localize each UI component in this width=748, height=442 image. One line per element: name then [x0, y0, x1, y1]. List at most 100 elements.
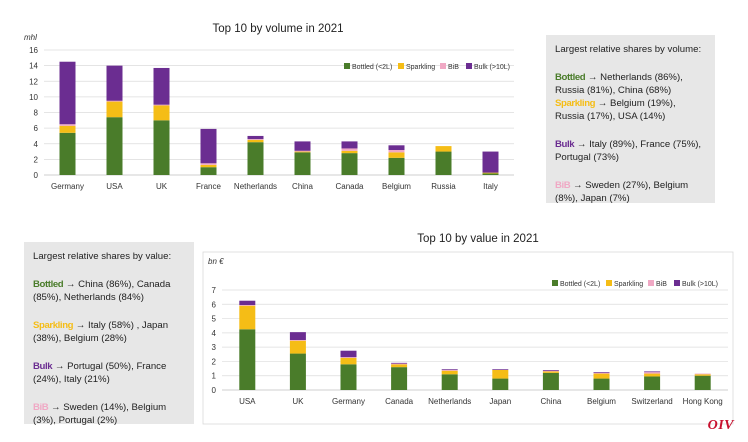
volume-shares-panel: Largest relative shares by volume: Bottl…	[546, 35, 715, 205]
x-tick-label: Canada	[385, 397, 414, 406]
bar-segment-bulk	[239, 300, 256, 305]
bar-segment-bottled	[441, 374, 458, 390]
bar-segment-bottled	[492, 378, 509, 390]
legend-label-bulk: Bulk (>10L)	[474, 64, 510, 71]
bar-segment-bulk	[492, 369, 509, 370]
x-tick-label: Japan	[489, 397, 511, 406]
x-tick-label: UK	[292, 397, 304, 406]
value-share-bottled: Bottled → China (86%), Canada (85%), Net…	[33, 278, 185, 304]
x-tick-label: Hong Kong	[683, 397, 723, 406]
value-chart-title: Top 10 by value in 2021	[417, 233, 538, 245]
bar-segment-bib	[247, 139, 264, 140]
x-tick-label: Switzerland	[631, 397, 672, 406]
value-chart-frame	[202, 251, 734, 425]
y-tick-label: 16	[29, 46, 38, 55]
volume-share-bulk: Bulk → Italy (89%), France (75%), Portug…	[555, 138, 706, 164]
bar-segment-bulk	[59, 61, 76, 125]
legend-swatch-bottled	[344, 63, 350, 69]
value-chart-ylabel: bn €	[208, 257, 224, 266]
value-share-key: BiB	[33, 402, 49, 413]
volume-chart-title: Top 10 by volume in 2021	[212, 23, 343, 35]
bar-segment-bib	[153, 104, 170, 106]
value-shares-title: Largest relative shares by value:	[33, 251, 172, 262]
volume-share-text: → Netherlands (86%), Russia (81%), China…	[555, 72, 683, 96]
x-tick-label: USA	[239, 397, 256, 406]
legend-swatch-bottled	[552, 280, 558, 286]
x-tick-label: Belgium	[382, 182, 411, 191]
bar-segment-bottled	[200, 167, 217, 175]
bar-segment-bottled	[435, 151, 452, 175]
bar-segment-bulk	[200, 128, 217, 164]
value-share-key: Bulk	[33, 361, 53, 372]
bar-segment-bulk	[391, 362, 408, 364]
legend-swatch-sparkling	[398, 63, 404, 69]
volume-share-bib: BiB → Sweden (27%), Belgium (8%), Japan …	[555, 179, 706, 205]
bar-segment-sparkling	[247, 139, 264, 143]
legend-label-bib: BiB	[448, 64, 459, 71]
bar-segment-bulk	[593, 372, 610, 373]
volume-chart-ylabel: mhl	[24, 33, 37, 42]
bar-segment-bulk	[153, 67, 170, 105]
legend-swatch-bulk	[674, 280, 680, 286]
x-tick-label: USA	[106, 182, 123, 191]
x-tick-label: Canada	[335, 182, 364, 191]
value-chart: Top 10 by value in 2021 bn € 0 1 2 3 4 5 6 7 US…	[202, 233, 734, 425]
x-tick-label: China	[540, 397, 561, 406]
y-tick-label: 5	[212, 315, 217, 324]
x-tick-label: China	[292, 182, 313, 191]
bar-segment-sparkling	[391, 364, 408, 368]
bar-segment-bottled	[294, 152, 311, 175]
volume-chart: Top 10 by volume in 2021 mhl 0 2 4 6 8 10 12 14…	[24, 23, 514, 191]
bar-segment-bottled	[644, 376, 661, 390]
bar-segment-sparkling	[593, 373, 610, 379]
bar-segment-bottled	[153, 120, 170, 175]
y-tick-label: 14	[29, 62, 38, 71]
bar-segment-sparkling	[200, 164, 217, 168]
bar-segment-bib	[289, 340, 306, 341]
bar-segment-sparkling	[106, 101, 123, 118]
x-tick-label: Russia	[431, 182, 456, 191]
bar-segment-bottled	[289, 353, 306, 390]
bar-segment-bib	[341, 148, 358, 151]
legend-label-bottled: Bottled (<2L)	[352, 64, 392, 71]
x-tick-label: UK	[156, 182, 168, 191]
bar-segment-bulk	[294, 141, 311, 151]
bar-segment-bulk	[644, 371, 661, 373]
y-tick-label: 1	[212, 372, 217, 381]
volume-share-key: Bulk	[555, 139, 575, 150]
y-tick-label: 4	[34, 140, 39, 149]
bar-segment-bib	[239, 305, 256, 306]
bar-segment-sparkling	[492, 370, 509, 379]
x-tick-label: Italy	[483, 182, 498, 191]
volume-chart-bars	[59, 61, 499, 175]
bar-segment-bottled	[239, 329, 256, 390]
legend-swatch-bib	[648, 280, 654, 286]
legend-label-bottled: Bottled (<2L)	[560, 281, 600, 288]
bar-segment-sparkling	[239, 305, 256, 330]
y-tick-label: 0	[34, 171, 39, 180]
bar-segment-bib	[200, 163, 217, 165]
volume-share-text: → Sweden (27%), Belgium (8%), Japan (7%)	[555, 180, 689, 204]
x-tick-label: Germany	[332, 397, 365, 406]
value-share-bib: BiB → Sweden (14%), Belgium (3%), Portug…	[33, 401, 185, 427]
value-chart-grid: 0 1 2 3 4 5 6 7	[212, 286, 728, 395]
bar-segment-bottled	[542, 372, 559, 390]
bar-segment-sparkling	[59, 125, 76, 133]
bar-segment-bib	[593, 372, 610, 374]
legend-swatch-bib	[440, 63, 446, 69]
oiv-logo: OIV	[707, 418, 734, 433]
y-tick-label: 6	[212, 300, 217, 309]
bar-segment-sparkling	[388, 152, 405, 158]
legend-label-bulk: Bulk (>10L)	[682, 281, 718, 288]
x-tick-label: Netherlands	[428, 397, 471, 406]
bar-segment-sparkling	[340, 357, 357, 365]
value-share-text: → China (86%), Canada (85%), Netherlands…	[33, 279, 171, 303]
legend-swatch-bulk	[466, 63, 472, 69]
bar-segment-sparkling	[694, 374, 711, 376]
x-tick-label: Netherlands	[234, 182, 277, 191]
volume-share-text: → Belgium (19%), Russia (17%), USA (14%)	[555, 98, 676, 122]
volume-share-key: Bottled	[555, 72, 586, 83]
value-share-bulk: Bulk → Portugal (50%), France (24%), Ita…	[33, 360, 185, 386]
x-tick-label: Germany	[51, 182, 84, 191]
bar-segment-bottled	[59, 132, 76, 175]
